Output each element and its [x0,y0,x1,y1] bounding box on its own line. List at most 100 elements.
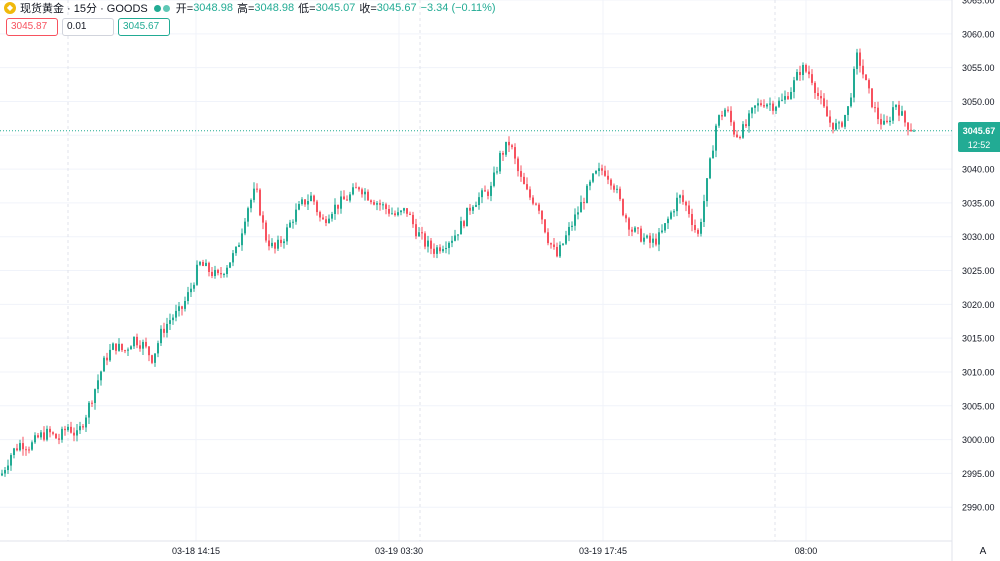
candle-body [502,153,504,155]
candle-body [319,212,321,218]
candle-body [166,323,168,333]
candle-body [151,355,153,363]
open-label: 开= [175,3,194,15]
low-value: 3045.07 [315,2,356,14]
candle-body [421,232,423,234]
bar-countdown: 12:52 [967,140,991,150]
candle-body [145,341,147,347]
candle-body [223,274,225,276]
candle-body [514,147,516,159]
candle-body [862,65,864,75]
candle-body [511,145,513,148]
candle-body [1,473,3,476]
candle-body [556,246,558,257]
candle-body [583,202,585,204]
candle-body [607,175,609,180]
candle-body [67,426,69,431]
candle-body [442,249,444,252]
candle-body [106,357,108,361]
trade-panel: 3045.87 0.01 3045.67 [6,18,170,36]
candle-body [829,116,831,123]
candle-body [508,141,510,146]
candle-body [133,336,135,347]
candle-body [322,217,324,220]
candle-body [781,99,783,101]
auto-scale-button[interactable]: A [979,546,987,557]
candle-body [112,343,114,350]
candle-body [400,210,402,213]
candle-body [13,448,15,456]
candle-body [295,209,297,222]
candle-body [28,449,30,451]
candle-body [802,64,804,76]
candle-body [682,195,684,202]
candle-body [349,194,351,201]
candle-body [478,197,480,206]
candle-body [550,243,552,245]
candle-body [868,80,870,89]
y-tick-label: 3065.00 [962,0,995,6]
candle-body [352,187,354,195]
candle-body [691,214,693,226]
candle-body [433,248,435,254]
candle-body [640,228,642,242]
candle-body [562,243,564,245]
candle-body [127,349,129,351]
candle-body [877,107,879,120]
candle-body [721,115,723,117]
x-tick-label: 03-19 03:30 [375,546,423,556]
candle-body [898,104,900,116]
candle-body [646,235,648,238]
candle-body [487,191,489,196]
candle-body [169,320,171,324]
candle-body [445,247,447,250]
data-status-dot-icon [162,4,170,12]
candle-body [406,208,408,214]
candle-body [307,201,309,205]
candle-body [505,141,507,155]
y-tick-label: 3060.00 [962,29,995,39]
candle-body [772,103,774,111]
candle-body [325,219,327,224]
candle-body [280,239,282,244]
high-value: 3048.98 [254,2,295,14]
candle-body [823,98,825,107]
candle-body [115,343,117,351]
candle-body [337,204,339,209]
candle-body [835,123,837,130]
candle-body [277,239,279,249]
buy-price-button[interactable]: 3045.67 [118,18,170,36]
symbol-title[interactable]: 现货黄金 · 15分 · GOODS [20,3,148,15]
candle-body [250,199,252,209]
candle-body [163,328,165,333]
candle-body [910,129,912,131]
candle-body [649,235,651,243]
quantity-input[interactable]: 0.01 [62,18,114,36]
candle-body [469,207,471,211]
candle-body [124,350,126,352]
candle-body [760,103,762,106]
candle-body [655,238,657,245]
candle-body [382,204,384,206]
candle-body [913,130,915,132]
candle-body [595,170,597,174]
candle-body [616,188,618,190]
candle-body [622,199,624,216]
candle-body [628,218,630,230]
candle-body [232,253,234,263]
candle-body [187,292,189,301]
candle-body [907,122,909,130]
candle-body [154,353,156,363]
candle-body [694,225,696,230]
candle-body [211,271,213,277]
open-value: 3048.98 [193,2,233,14]
candle-body [265,222,267,241]
candle-body [64,428,66,431]
candle-body [430,240,432,249]
candle-body [376,203,378,205]
candle-body [637,227,639,229]
last-price-tag: 3045.67 12:52 [958,122,1000,152]
sell-price-button[interactable]: 3045.87 [6,18,58,36]
